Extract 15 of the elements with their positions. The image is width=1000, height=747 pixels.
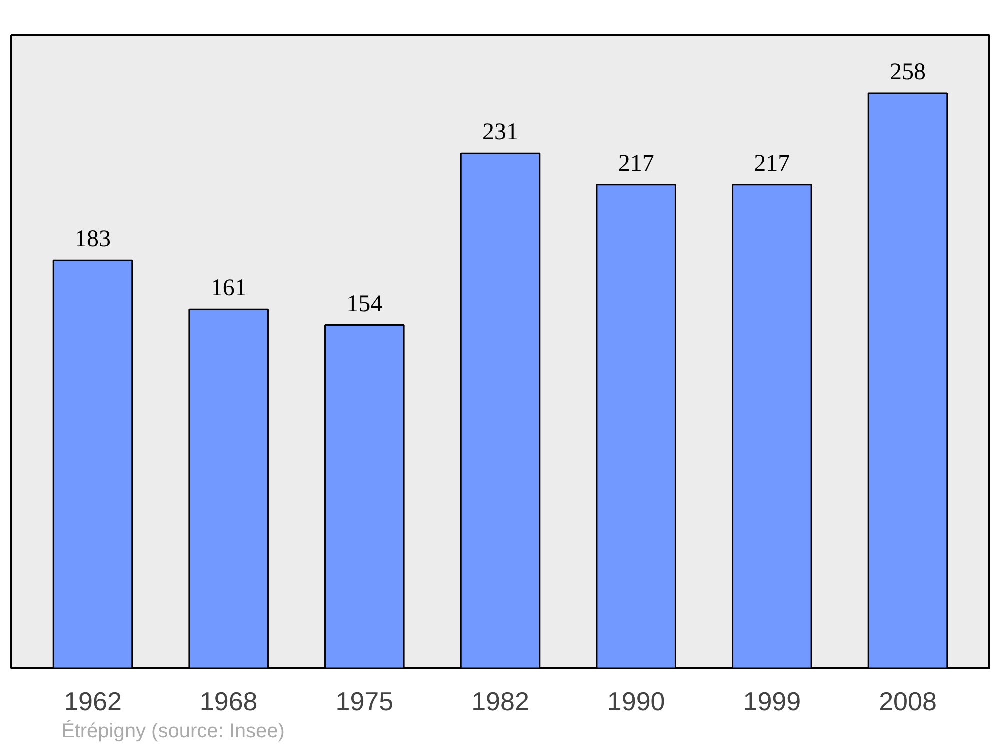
text: Étrépigny (source: Insee) [62,720,285,742]
x-tick-label: 1962 [64,686,122,716]
data-label: 217 [754,150,790,177]
data-label: 231 [482,120,518,146]
data-label: 258 [890,59,926,86]
x-tick-label: 1999 [743,686,802,716]
x-tick-label: 1982 [472,686,530,716]
x-tick-label: 2008 [879,686,937,716]
x-tick-label: 1968 [200,686,258,716]
data-label: 183 [75,226,111,253]
data-label: 154 [346,291,383,318]
data-label: 217 [618,150,654,177]
x-tick-label: 1990 [607,686,666,716]
data-label: 161 [210,276,247,302]
x-tick-label: 1975 [336,686,394,716]
